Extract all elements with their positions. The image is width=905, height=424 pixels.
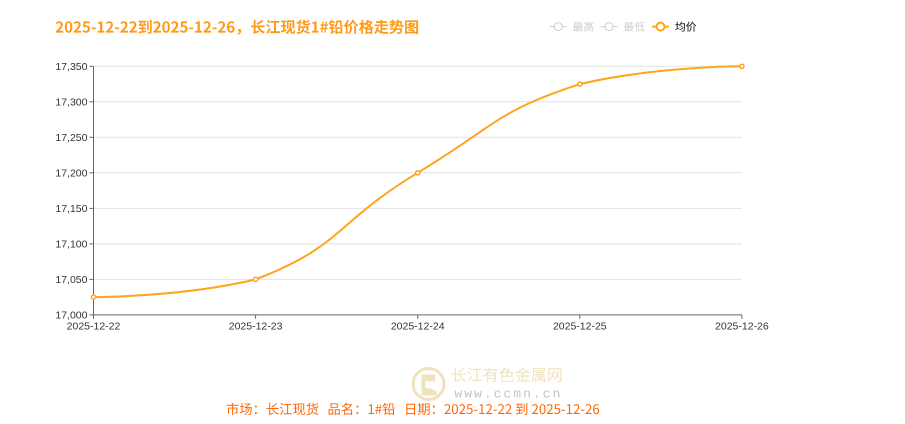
svg-text:17,250: 17,250	[55, 132, 87, 144]
svg-text:2025-12-22: 2025-12-22	[67, 321, 121, 333]
svg-text:17,100: 17,100	[55, 239, 87, 251]
svg-text:17,350: 17,350	[55, 61, 87, 73]
svg-text:2025-12-23: 2025-12-23	[229, 321, 283, 333]
svg-text:2025-12-24: 2025-12-24	[391, 321, 445, 333]
svg-text:2025-12-26: 2025-12-26	[715, 321, 769, 333]
svg-text:17,200: 17,200	[55, 167, 87, 179]
svg-text:17,300: 17,300	[55, 96, 87, 108]
svg-text:17,000: 17,000	[55, 310, 87, 322]
svg-text:17,150: 17,150	[55, 203, 87, 215]
svg-text:17,050: 17,050	[55, 274, 87, 286]
svg-text:2025-12-25: 2025-12-25	[553, 321, 607, 333]
